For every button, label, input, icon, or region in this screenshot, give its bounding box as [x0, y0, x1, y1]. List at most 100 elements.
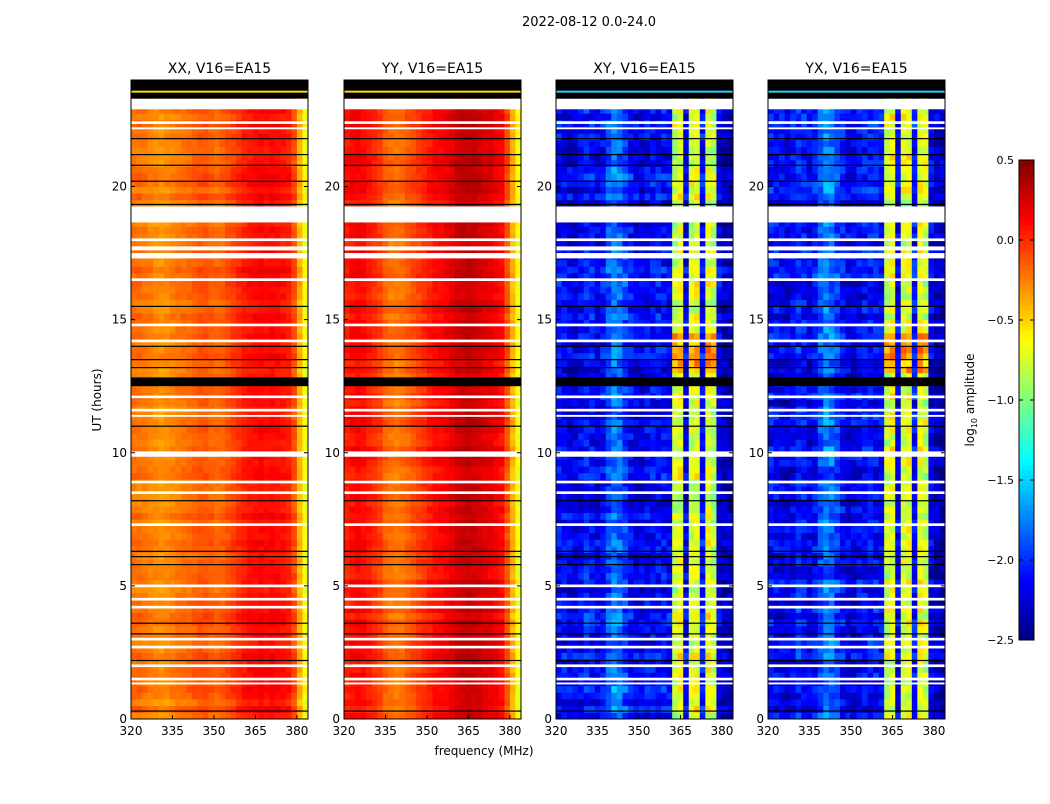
heatmap-cell	[477, 533, 483, 540]
heatmap-cell	[236, 699, 242, 706]
heatmap-cell	[499, 539, 505, 546]
heatmap-cell	[197, 466, 203, 473]
heatmap-cell	[275, 173, 281, 180]
heatmap-cell	[361, 699, 367, 706]
heatmap-cell	[286, 300, 292, 307]
heatmap-cell	[344, 692, 350, 699]
heatmap-cell	[264, 326, 270, 333]
heatmap-cell	[192, 266, 198, 273]
heatmap-cell	[159, 113, 165, 120]
heatmap-cell	[175, 699, 181, 706]
heatmap-cell	[153, 419, 159, 426]
heatmap-cell	[236, 353, 242, 360]
heatmap-cell	[372, 473, 378, 480]
heatmap-cell	[361, 386, 367, 393]
heatmap-cell	[242, 692, 248, 699]
heatmap-cell	[466, 699, 472, 706]
heatmap-cell	[220, 573, 226, 580]
heatmap-cell	[186, 626, 192, 633]
heatmap-cell	[214, 433, 220, 440]
heatmap-cell	[291, 459, 297, 466]
heatmap-cell	[280, 706, 286, 713]
heatmap-cell	[214, 160, 220, 167]
heatmap-cell	[280, 652, 286, 659]
heatmap-cell	[225, 226, 231, 233]
flagged-row-black	[131, 181, 308, 182]
heatmap-cell	[214, 200, 220, 207]
heatmap-cell	[253, 286, 259, 293]
heatmap-cell	[438, 699, 444, 706]
heatmap-cell	[131, 346, 137, 353]
heatmap-cell	[258, 160, 264, 167]
heatmap-cell	[493, 712, 499, 719]
heatmap-cell	[148, 173, 154, 180]
heatmap-cell	[444, 459, 450, 466]
heatmap-cell	[192, 459, 198, 466]
heatmap-cell	[460, 433, 466, 440]
heatmap-cell	[142, 306, 148, 313]
heatmap-cell	[388, 459, 394, 466]
heatmap-cell	[280, 173, 286, 180]
heatmap-cell	[449, 573, 455, 580]
heatmap-cell	[399, 533, 405, 540]
heatmap-cell	[383, 533, 389, 540]
heatmap-cell	[438, 513, 444, 520]
heatmap-cell	[460, 699, 466, 706]
heatmap-cell	[275, 692, 281, 699]
heatmap-cell	[170, 400, 176, 407]
heatmap-cell	[399, 439, 405, 446]
heatmap-cell	[148, 226, 154, 233]
heatmap-cell	[170, 173, 176, 180]
heatmap-cell	[488, 626, 494, 633]
heatmap-cell	[269, 326, 275, 333]
heatmap-cell	[275, 613, 281, 620]
heatmap-cell	[153, 426, 159, 433]
heatmap-cell	[258, 546, 264, 553]
heatmap-cell	[170, 513, 176, 520]
heatmap-cell	[291, 200, 297, 207]
heatmap-cell	[427, 699, 433, 706]
heatmap-cell	[258, 386, 264, 393]
heatmap-cell	[264, 353, 270, 360]
heatmap-cell	[192, 193, 198, 200]
heatmap-cell	[153, 266, 159, 273]
heatmap-cell	[208, 346, 214, 353]
heatmap-cell	[275, 200, 281, 207]
heatmap-cell	[197, 226, 203, 233]
heatmap-cell	[231, 699, 237, 706]
heatmap-cell	[433, 526, 439, 533]
heatmap-cell	[416, 613, 422, 620]
heatmap-cell	[225, 533, 231, 540]
heatmap-cell	[297, 526, 303, 533]
heatmap-cell	[203, 566, 209, 573]
heatmap-cell	[280, 266, 286, 273]
heatmap-cell	[361, 353, 367, 360]
heatmap-cell	[493, 419, 499, 426]
heatmap-cell	[366, 692, 372, 699]
heatmap-cell	[131, 466, 137, 473]
heatmap-cell	[159, 473, 165, 480]
heatmap-cell	[444, 652, 450, 659]
heatmap-cell	[258, 286, 264, 293]
heatmap-cell	[482, 566, 488, 573]
heatmap-cell	[286, 386, 292, 393]
heatmap-cell	[175, 147, 181, 154]
heatmap-cell	[477, 513, 483, 520]
heatmap-cell	[269, 266, 275, 273]
heatmap-cell	[208, 113, 214, 120]
heatmap-cell	[269, 187, 275, 194]
heatmap-cell	[175, 626, 181, 633]
heatmap-cell	[247, 419, 253, 426]
heatmap-cell	[350, 573, 356, 580]
heatmap-cell	[197, 433, 203, 440]
heatmap-cell	[471, 566, 477, 573]
heatmap-cell	[388, 386, 394, 393]
heatmap-cell	[416, 712, 422, 719]
heatmap-cell	[275, 419, 281, 426]
heatmap-cell	[388, 526, 394, 533]
heatmap-cell	[405, 426, 411, 433]
heatmap-cell	[455, 346, 461, 353]
heatmap-cell	[482, 573, 488, 580]
heatmap-cell	[421, 692, 427, 699]
